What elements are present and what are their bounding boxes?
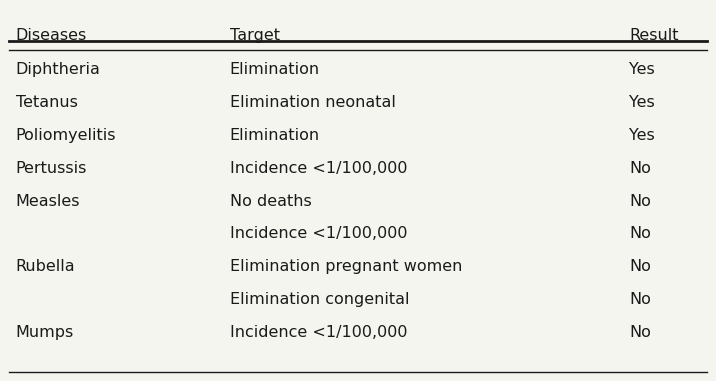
Text: Elimination neonatal: Elimination neonatal: [230, 95, 395, 110]
Text: Diseases: Diseases: [16, 28, 87, 43]
Text: Elimination: Elimination: [230, 128, 320, 143]
Text: No: No: [629, 292, 651, 307]
Text: No: No: [629, 325, 651, 340]
Text: No: No: [629, 194, 651, 208]
Text: No deaths: No deaths: [230, 194, 311, 208]
Text: No: No: [629, 161, 651, 176]
Text: Poliomyelitis: Poliomyelitis: [16, 128, 116, 143]
Text: Tetanus: Tetanus: [16, 95, 77, 110]
Text: Elimination pregnant women: Elimination pregnant women: [230, 259, 462, 274]
Text: Target: Target: [230, 28, 280, 43]
Text: Incidence <1/100,000: Incidence <1/100,000: [230, 325, 407, 340]
Text: Elimination congenital: Elimination congenital: [230, 292, 409, 307]
Text: Rubella: Rubella: [16, 259, 75, 274]
Text: Pertussis: Pertussis: [16, 161, 87, 176]
Text: Diphtheria: Diphtheria: [16, 62, 100, 77]
Text: No: No: [629, 226, 651, 242]
Text: No: No: [629, 259, 651, 274]
Text: Yes: Yes: [629, 128, 654, 143]
Text: Measles: Measles: [16, 194, 80, 208]
Text: Incidence <1/100,000: Incidence <1/100,000: [230, 226, 407, 242]
Text: Mumps: Mumps: [16, 325, 74, 340]
Text: Elimination: Elimination: [230, 62, 320, 77]
Text: Yes: Yes: [629, 62, 654, 77]
Text: Incidence <1/100,000: Incidence <1/100,000: [230, 161, 407, 176]
Text: Result: Result: [629, 28, 679, 43]
Text: Yes: Yes: [629, 95, 654, 110]
